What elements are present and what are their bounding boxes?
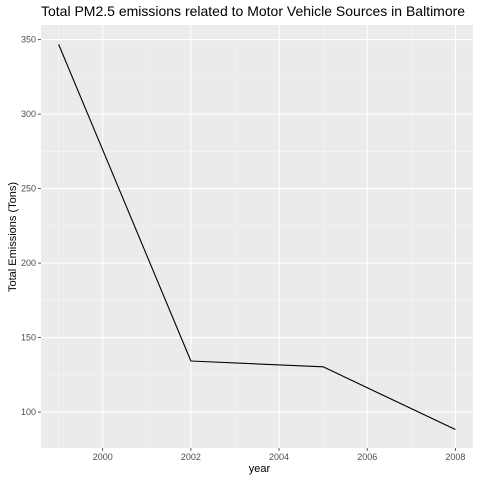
y-tick-label: 150 — [21, 333, 36, 343]
plot-panel — [41, 25, 473, 448]
y-tick-label: 300 — [21, 109, 36, 119]
chart-title: Total PM2.5 emissions related to Motor V… — [41, 3, 465, 19]
y-tick-label: 350 — [21, 35, 36, 45]
axis-layer: 2000 2002 2004 2006 2008 100 150 200 250 300 350 — [21, 35, 465, 462]
y-tick-label: 250 — [21, 184, 36, 194]
y-tick-label: 100 — [21, 407, 36, 417]
x-tick-label: 2000 — [93, 452, 113, 462]
y-axis-title: Total Emissions (Tons) — [7, 182, 19, 292]
grid-lines — [41, 25, 473, 448]
x-tick-label: 2008 — [445, 452, 465, 462]
series-layer — [58, 44, 456, 431]
x-tick-label: 2004 — [269, 452, 289, 462]
x-axis-title: year — [249, 463, 271, 475]
panel-background — [41, 25, 473, 448]
y-tick-label: 200 — [21, 258, 36, 268]
x-tick-label: 2006 — [357, 452, 377, 462]
series-line — [58, 44, 456, 431]
x-tick-label: 2002 — [181, 452, 201, 462]
